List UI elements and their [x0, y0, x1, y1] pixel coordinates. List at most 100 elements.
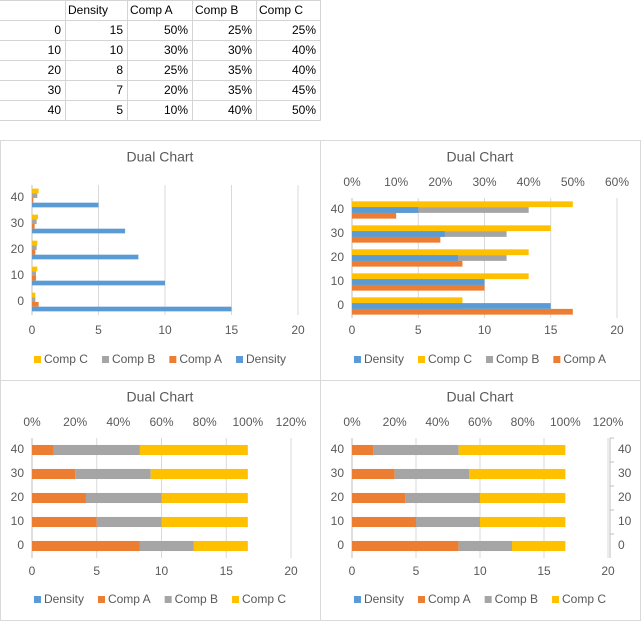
- y2-tick-label: 0: [618, 538, 625, 552]
- bar-segment: [32, 444, 54, 456]
- bar-segment: [150, 468, 248, 480]
- table-cell: 25%: [164, 63, 188, 77]
- bar-segment: [32, 540, 140, 552]
- y-tick-label: 20: [331, 490, 345, 504]
- x2-tick-label: 50%: [561, 175, 585, 189]
- bar: [32, 266, 38, 272]
- legend-swatch: [353, 596, 361, 603]
- x2-tick-label: 0%: [343, 175, 361, 189]
- y-tick-label: 30: [331, 466, 345, 480]
- y2-tick-label: 20: [618, 490, 632, 504]
- x2-tick-label: 0%: [343, 415, 361, 429]
- x-tick-label: 10: [155, 564, 169, 578]
- bar-segment: [96, 516, 162, 528]
- bar: [352, 284, 485, 291]
- bar-segment: [32, 492, 86, 504]
- bar: [32, 254, 139, 260]
- y-tick-label: 0: [337, 298, 344, 312]
- x2-tick-label: 20%: [63, 415, 87, 429]
- legend-swatch: [97, 596, 105, 603]
- chart-title: Dual Chart: [447, 149, 514, 165]
- y-tick-label: 40: [331, 202, 345, 216]
- x-tick-label: 20: [284, 564, 298, 578]
- y-tick-label: 10: [331, 274, 345, 288]
- legend-swatch: [236, 356, 244, 363]
- bar: [32, 219, 37, 224]
- bar-segment: [394, 468, 470, 480]
- y2-tick-label: 30: [618, 466, 632, 480]
- x-tick-label: 5: [93, 564, 100, 578]
- bar: [352, 260, 463, 267]
- y-tick-label: 40: [11, 190, 25, 204]
- legend-label: Density: [246, 352, 286, 366]
- x2-tick-label: 10%: [384, 175, 408, 189]
- bar-segment: [352, 492, 406, 504]
- y-tick-label: 0: [17, 538, 24, 552]
- column-header: Comp A: [130, 3, 173, 17]
- y2-tick-label: 10: [618, 514, 632, 528]
- bar: [32, 228, 126, 234]
- table-cell: 25%: [228, 23, 252, 37]
- x-tick-label: 5: [415, 323, 422, 337]
- bar: [32, 276, 36, 281]
- x2-tick-label: 100%: [232, 415, 263, 429]
- legend-label: Density: [364, 592, 404, 606]
- bar: [352, 207, 419, 213]
- y-tick-label: 30: [11, 466, 25, 480]
- x-tick-label: 5: [95, 323, 102, 337]
- x-tick-label: 10: [478, 323, 492, 337]
- x-tick-label: 15: [225, 323, 239, 337]
- bar-segment: [458, 444, 566, 456]
- bar: [352, 303, 551, 309]
- table-cell: 30%: [164, 43, 188, 57]
- table-cell: 15: [110, 23, 124, 37]
- x2-tick-label: 40%: [425, 415, 449, 429]
- y-tick-label: 0: [17, 294, 24, 308]
- bar-segment: [193, 540, 248, 552]
- bar-segment: [458, 540, 512, 552]
- bar: [32, 240, 38, 246]
- table-cell: 20: [48, 63, 62, 77]
- legend-label: Comp A: [428, 592, 471, 606]
- legend-swatch: [353, 356, 361, 363]
- x2-tick-label: 60%: [149, 415, 173, 429]
- bar: [352, 212, 397, 219]
- column-header: Comp B: [195, 3, 238, 17]
- bar-segment: [32, 516, 97, 528]
- x2-tick-label: 80%: [511, 415, 535, 429]
- x2-tick-label: 30%: [472, 175, 496, 189]
- bar-segment: [469, 468, 566, 480]
- table-cell: 0: [54, 23, 61, 37]
- legend-label: Comp A: [179, 352, 222, 366]
- legend-label: Comp B: [175, 592, 218, 606]
- x-tick-label: 20: [291, 323, 305, 337]
- legend-swatch: [485, 356, 493, 363]
- bar: [32, 250, 36, 255]
- x-tick-label: 0: [349, 564, 356, 578]
- x-tick-label: 5: [413, 564, 420, 578]
- bar: [32, 302, 39, 307]
- legend-swatch: [417, 356, 425, 363]
- bar: [32, 193, 38, 198]
- bar-segment: [416, 516, 480, 528]
- table-cell: 40%: [292, 43, 316, 57]
- legend-label: Density: [44, 592, 84, 606]
- legend-label: Comp B: [112, 352, 155, 366]
- bar: [352, 308, 573, 315]
- legend-label: Comp C: [242, 592, 286, 606]
- y-tick-label: 10: [331, 514, 345, 528]
- x-tick-label: 15: [220, 564, 234, 578]
- bar-segment: [32, 468, 76, 480]
- x2-tick-label: 40%: [106, 415, 130, 429]
- x2-tick-label: 20%: [428, 175, 452, 189]
- x2-tick-label: 60%: [605, 175, 629, 189]
- legend-swatch: [552, 596, 560, 603]
- chart-title: Dual Chart: [127, 149, 194, 165]
- y-tick-label: 20: [11, 242, 25, 256]
- y-tick-label: 0: [337, 538, 344, 552]
- y2-tick-label: 40: [618, 442, 632, 456]
- table-cell: 7: [116, 83, 123, 97]
- table-cell: 5: [116, 103, 123, 117]
